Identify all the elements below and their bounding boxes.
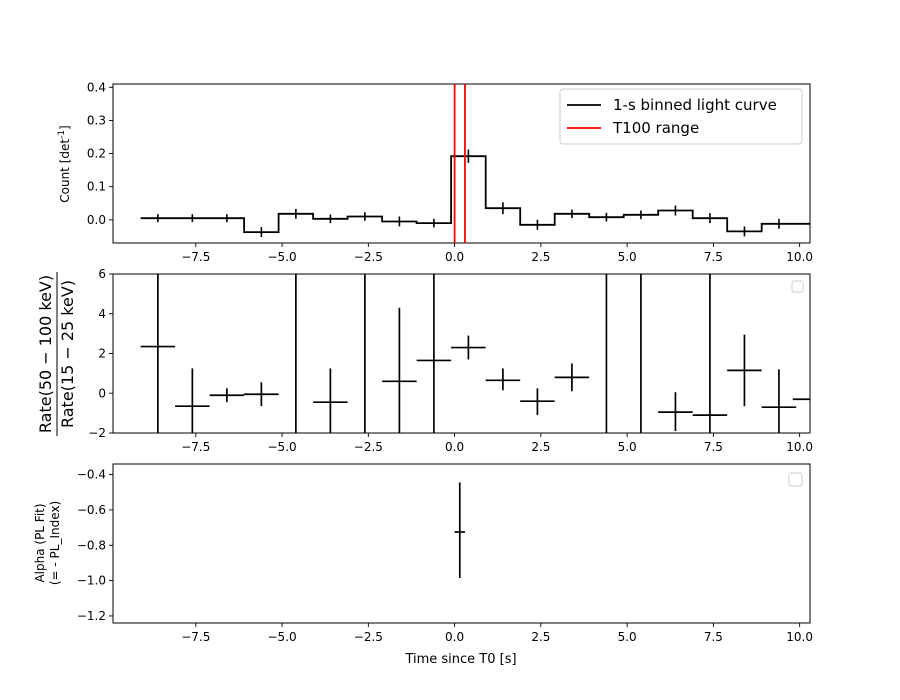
panel-frame — [112, 463, 811, 624]
hardness-ratio-panel: −7.5 −5.0 −2.5 0.0 2.5 5.0 7.5 10.0 −2 0 2 4 6 Rate(… — [36, 267, 813, 454]
y-tick-label: 0.1 — [87, 180, 106, 194]
x-tick-label: −5.0 — [268, 250, 297, 264]
x-tick-label: 7.5 — [704, 440, 723, 454]
light-curve-panel: −7.5 −5.0 −2.5 0.0 2.5 5.0 7.5 10.0 0.0 0.1 0.2 0.3… — [57, 80, 813, 264]
y-axis-label: Alpha (PL Fit) (= - PL_Index) — [33, 501, 62, 585]
y-axis-label: Count [det-1] — [57, 125, 72, 203]
y-tick-label: 0.3 — [87, 113, 106, 127]
y-tick-label: −1.2 — [77, 609, 106, 623]
x-tick-label: 2.5 — [531, 250, 550, 264]
light-curve-step — [140, 155, 810, 233]
x-axis-label: Time since T0 [s] — [404, 652, 516, 667]
x-tick-label: 10.0 — [786, 440, 813, 454]
legend-label-light-curve: 1-s binned light curve — [613, 96, 777, 114]
y-tick-label: 0 — [98, 386, 106, 400]
empty-legend-box — [788, 472, 803, 487]
y-axis-label-numerator: Rate(50 − 100 keV) — [36, 275, 55, 433]
legend-box — [559, 88, 803, 145]
x-tick-label: −7.5 — [181, 250, 210, 264]
y-tick-label: −0.4 — [77, 468, 106, 482]
legend-label-t100: T100 range — [612, 119, 699, 137]
y-tick-label: 6 — [98, 267, 106, 281]
x-tick-label: 2.5 — [531, 630, 550, 644]
alpha-panel: −7.5 −5.0 −2.5 0.0 2.5 5.0 7.5 10.0 −1.2 −1.0 −0.8… — [33, 463, 813, 667]
x-tick-label: 0.0 — [445, 250, 464, 264]
x-tick-label: −7.5 — [181, 630, 210, 644]
y-tick-label: −0.8 — [77, 538, 106, 552]
x-tick-label: −7.5 — [181, 440, 210, 454]
y-tick-label: −2 — [88, 426, 106, 440]
x-tick-label: 5.0 — [618, 440, 637, 454]
legend: 1-s binned light curve T100 range — [559, 88, 803, 145]
y-tick-label: 4 — [98, 307, 106, 321]
x-tick-label: 7.5 — [704, 630, 723, 644]
x-tick-label: 2.5 — [531, 440, 550, 454]
empty-legend-box — [791, 280, 804, 293]
x-tick-label: 7.5 — [704, 250, 723, 264]
x-tick-label: 10.0 — [786, 250, 813, 264]
y-tick-label: 0.0 — [87, 213, 106, 227]
y-tick-label: −1.0 — [77, 574, 106, 588]
y-axis-label-line2: (= - PL_Index) — [48, 501, 62, 585]
panel-frame — [112, 273, 811, 434]
x-tick-label: 5.0 — [618, 630, 637, 644]
x-tick-label: −5.0 — [268, 440, 297, 454]
y-tick-label: 0.2 — [87, 147, 106, 161]
x-tick-label: 0.0 — [445, 630, 464, 644]
x-tick-label: 5.0 — [618, 250, 637, 264]
x-tick-label: −2.5 — [354, 250, 383, 264]
y-tick-label: 0.4 — [87, 80, 106, 94]
x-tick-label: −5.0 — [268, 630, 297, 644]
y-axis-label: Rate(50 − 100 keV) Rate(15 − 25 keV) — [36, 272, 77, 436]
y-tick-label: 2 — [98, 347, 106, 361]
y-tick-label: −0.6 — [77, 503, 106, 517]
x-tick-label: −2.5 — [354, 440, 383, 454]
x-tick-label: 10.0 — [786, 630, 813, 644]
y-axis-label-denominator: Rate(15 − 25 keV) — [58, 280, 77, 428]
x-tick-label: 0.0 — [445, 440, 464, 454]
panel-frame — [112, 83, 811, 244]
y-axis-label-line1: Alpha (PL Fit) — [33, 503, 47, 582]
x-tick-label: −2.5 — [354, 630, 383, 644]
